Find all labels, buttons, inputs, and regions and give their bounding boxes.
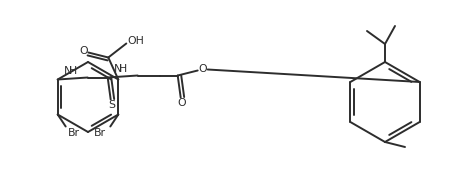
Text: O: O	[198, 65, 207, 74]
Text: S: S	[108, 100, 115, 111]
Text: N: N	[114, 65, 122, 74]
Text: O: O	[79, 46, 88, 56]
Text: H: H	[69, 66, 77, 76]
Text: Br: Br	[68, 127, 80, 137]
Text: Br: Br	[95, 127, 106, 137]
Text: H: H	[118, 65, 127, 74]
Text: O: O	[177, 98, 186, 108]
Text: N: N	[64, 66, 72, 76]
Text: OH: OH	[128, 36, 145, 46]
